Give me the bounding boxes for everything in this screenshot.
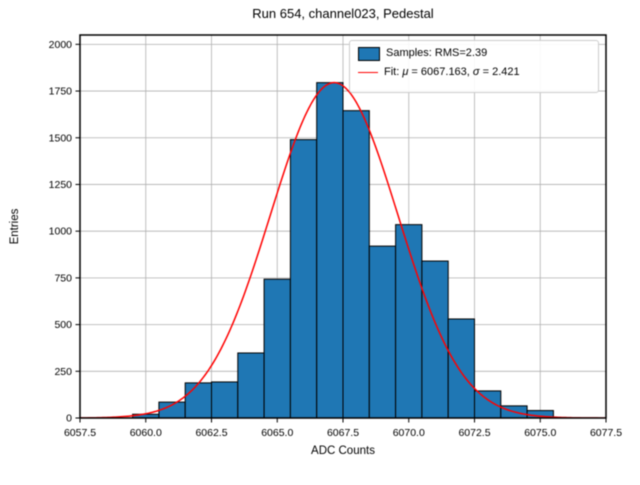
svg-text:0: 0	[66, 413, 72, 425]
svg-text:6065.0: 6065.0	[261, 427, 293, 439]
svg-text:6067.5: 6067.5	[327, 427, 359, 439]
svg-text:250: 250	[54, 366, 72, 378]
svg-text:1000: 1000	[49, 226, 73, 238]
svg-text:1750: 1750	[49, 86, 73, 98]
svg-text:6062.5: 6062.5	[195, 427, 227, 439]
svg-text:6075.0: 6075.0	[524, 427, 556, 439]
svg-text:6060.0: 6060.0	[130, 427, 162, 439]
svg-text:500: 500	[54, 319, 72, 331]
svg-text:750: 750	[54, 272, 72, 284]
svg-text:2000: 2000	[49, 39, 73, 51]
svg-text:1500: 1500	[49, 132, 73, 144]
svg-text:6077.5: 6077.5	[590, 427, 622, 439]
svg-text:1250: 1250	[49, 179, 73, 191]
svg-text:Entries: Entries	[9, 208, 21, 244]
svg-text:6072.5: 6072.5	[458, 427, 490, 439]
svg-text:ADC Counts: ADC Counts	[311, 445, 375, 457]
svg-text:Run 654, channel023, Pedestal: Run 654, channel023, Pedestal	[252, 6, 434, 21]
svg-text:6070.0: 6070.0	[393, 427, 425, 439]
svg-text:6057.5: 6057.5	[64, 427, 96, 439]
